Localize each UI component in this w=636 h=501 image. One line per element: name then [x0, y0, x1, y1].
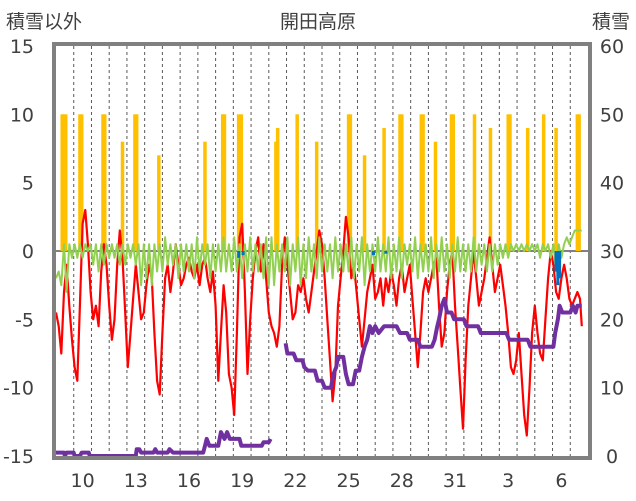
precipitation-bar — [64, 114, 68, 251]
plot-frame — [52, 42, 592, 460]
precipitation-bar — [362, 155, 367, 251]
precipitation-bar — [554, 128, 558, 251]
snowfall-bar — [554, 251, 558, 272]
precipitation-bar — [236, 114, 241, 251]
precipitation-bar — [222, 114, 227, 251]
x-tick-label: 28 — [390, 470, 414, 492]
precipitation-series — [60, 114, 581, 251]
precipitation-bar — [451, 114, 455, 251]
right-axis-ticks: 60 50 40 30 20 10 0 — [600, 36, 624, 468]
precipitation-bar — [295, 114, 299, 251]
precipitation-bar — [203, 141, 207, 251]
right-tick-label: 30 — [600, 241, 624, 263]
x-axis-ticks: 10 13 16 19 22 25 28 31 3 6 — [71, 470, 568, 492]
snowfall-series — [237, 251, 562, 286]
precipitation-bar — [275, 128, 280, 251]
right-tick-label: 40 — [600, 173, 624, 195]
x-tick-label: 22 — [283, 470, 307, 492]
precipitation-bar — [101, 114, 105, 251]
precipitation-bar — [419, 114, 424, 251]
precipitation-bar — [382, 128, 386, 251]
precipitation-bar — [433, 141, 438, 251]
precipitation-bar — [62, 114, 66, 251]
snowfall-bar — [241, 251, 245, 256]
precipitation-bar — [506, 114, 510, 251]
left-tick-label: 15 — [10, 36, 34, 58]
precipitation-bar — [239, 114, 244, 251]
precipitation-bar — [472, 114, 477, 251]
snow_depth-line — [56, 430, 273, 458]
right-tick-label: 10 — [600, 378, 624, 400]
left-tick-label: 10 — [10, 104, 34, 126]
precipitation-bar — [346, 114, 351, 251]
precipitation-bar — [541, 114, 546, 251]
right-tick-label: 60 — [600, 36, 624, 58]
x-tick-label: 6 — [555, 470, 567, 492]
x-tick-label: 31 — [443, 470, 467, 492]
precipitation-bar — [60, 114, 64, 251]
snowfall-bar — [384, 251, 388, 254]
precipitation-bar — [120, 141, 125, 251]
left-tick-label: 0 — [22, 241, 34, 263]
x-tick-label: 3 — [502, 470, 514, 492]
x-tick-label: 16 — [177, 470, 201, 492]
left-axis-ticks: 15 10 5 0 -5 -10 -15 — [3, 36, 34, 468]
precipitation-bar — [103, 114, 107, 251]
chart-title: 開田高原 — [280, 11, 356, 33]
precipitation-bar — [220, 114, 225, 251]
left-tick-label: -10 — [3, 378, 34, 400]
precipitation-bar — [421, 114, 425, 251]
left-tick-label: 5 — [22, 173, 34, 195]
precipitation-bar — [577, 114, 581, 251]
precipitation-bar — [78, 114, 82, 251]
left-tick-label: -15 — [3, 446, 34, 468]
precipitation-bar — [398, 114, 402, 251]
left-tick-label: -5 — [15, 309, 34, 331]
x-tick-label: 13 — [124, 470, 148, 492]
precipitation-bar — [314, 141, 319, 251]
precipitation-bar — [449, 114, 454, 251]
x-tick-label: 19 — [230, 470, 254, 492]
sunshine-line — [55, 229, 582, 293]
snowfall-bar — [558, 251, 562, 279]
precipitation-bar — [274, 141, 278, 251]
left-axis-label: 積雪以外 — [6, 11, 82, 33]
right-tick-label: 0 — [606, 446, 618, 468]
precipitation-bar — [525, 128, 530, 251]
snowfall-bar — [371, 251, 375, 256]
x-tick-label: 10 — [71, 470, 95, 492]
precipitation-bar — [134, 114, 139, 251]
precipitation-bar — [575, 114, 580, 251]
precipitation-bar — [508, 114, 512, 251]
x-tick-label: 25 — [337, 470, 361, 492]
snow_depth-line — [283, 296, 582, 390]
temperature-line — [54, 208, 583, 437]
snowfall-bar — [237, 251, 241, 258]
snowfall-bar — [556, 251, 560, 286]
precipitation-bar — [157, 155, 161, 251]
precipitation-bar — [348, 114, 353, 251]
temperature-series — [54, 208, 583, 437]
precipitation-bar — [79, 114, 84, 251]
right-axis-label: 積雪 — [592, 11, 630, 33]
precipitation-bar — [400, 114, 404, 251]
precipitation-bar — [488, 128, 493, 251]
right-tick-label: 50 — [600, 104, 624, 126]
right-tick-label: 20 — [600, 309, 624, 331]
sunshine-series — [55, 229, 582, 293]
precipitation-bar — [133, 114, 137, 251]
snow_depth-series — [56, 296, 582, 458]
